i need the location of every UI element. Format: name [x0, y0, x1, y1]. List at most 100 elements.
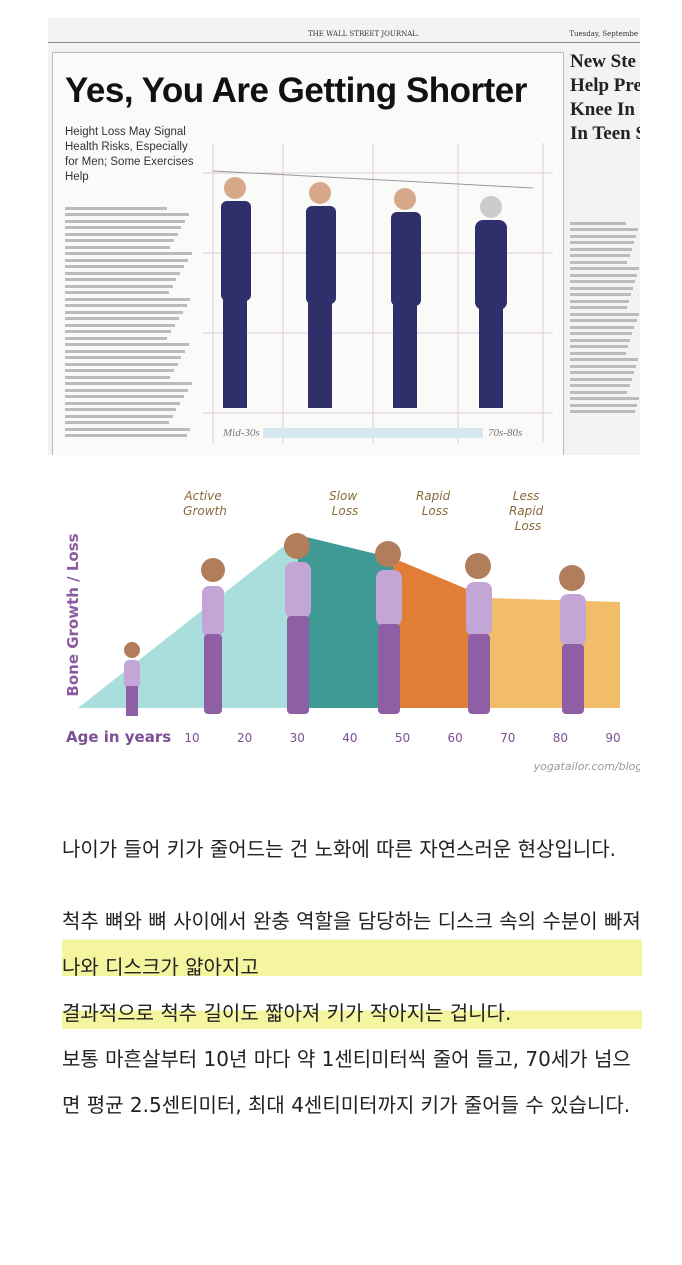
side-headline: New Ste Help Pre Knee In In Teen S [570, 50, 640, 146]
text-line [570, 280, 636, 283]
text-line [570, 390, 628, 394]
subhead: Height Loss May Signal Health Risks, Esp… [65, 126, 194, 183]
text-line [65, 258, 188, 262]
text-line [570, 325, 635, 329]
arrow-band [263, 428, 483, 438]
masthead-bar: THE WALL STREET JOURNAL. Tuesday, Septem… [48, 28, 640, 43]
text-line [570, 345, 629, 348]
text-line [65, 349, 186, 353]
text-line [65, 356, 182, 359]
side-headline-line: Knee In [570, 99, 635, 120]
less-rapid-loss-area [488, 598, 620, 708]
text-line [65, 434, 187, 437]
text-line [65, 421, 169, 424]
newspaper-image: THE WALL STREET JOURNAL. Tuesday, Septem… [48, 18, 640, 455]
text-line [570, 410, 636, 413]
text-line [65, 317, 179, 320]
credit: yogatailor.com/blog [533, 760, 640, 773]
text-line [570, 351, 626, 355]
people [124, 533, 586, 716]
text-line [570, 319, 637, 322]
highlighted-text: 결과적으로 척추 길이도 짧아져 키가 작아지는 겁니다. [62, 990, 642, 1036]
highlighted-text: 척추 뼈와 뼈 사이에서 완충 역할을 담당하는 디스크 속의 수분이 빠져 나… [62, 898, 642, 990]
text-line [65, 239, 174, 242]
text-line [570, 332, 633, 335]
paragraph: 나이가 들어 키가 줄어드는 건 노화에 따른 자연스러운 현상입니다. [62, 837, 617, 861]
text-line [65, 388, 188, 392]
text-line [570, 358, 638, 361]
text-line [65, 408, 177, 411]
figure-label: 70s-80s [488, 427, 522, 439]
text-line [570, 397, 640, 400]
text-line [570, 384, 630, 387]
text-line [570, 241, 634, 244]
text-line [570, 260, 628, 264]
paragraph: 척추 뼈와 뼈 사이에서 완충 역할을 담당하는 디스크 속의 수분이 빠져 나… [62, 898, 642, 1128]
figure: Mid-30s 70s-80s [203, 143, 553, 443]
phase-label: Slow Loss [329, 489, 361, 518]
text-line [65, 395, 185, 398]
text-line [570, 364, 636, 368]
side-text-column [570, 218, 640, 417]
text-line [65, 245, 170, 249]
text-line [65, 330, 172, 333]
text-line [65, 206, 168, 210]
article-text: 나이가 들어 키가 줄어드는 건 노화에 따른 자연스러운 현상입니다. 척추 … [62, 826, 642, 1154]
text-line [570, 299, 629, 303]
y-axis-label: Bone Growth / Loss [64, 533, 82, 696]
active-growth-area [78, 535, 298, 708]
bone-illustration: Bone Growth / Loss Age in years yogatail… [64, 489, 640, 773]
side-headline-line: Help Pre [570, 75, 640, 96]
text-line [570, 254, 630, 257]
figure-label: Mid-30s [222, 427, 260, 439]
text-line [65, 427, 191, 431]
text-line [570, 228, 638, 231]
text-line [570, 247, 632, 251]
text-line [65, 213, 190, 216]
text-line [65, 271, 181, 275]
text-line [65, 265, 185, 268]
grid [203, 143, 553, 443]
age-tick-label: 40 [342, 731, 357, 745]
text-line [570, 293, 631, 296]
text-line [65, 401, 181, 405]
x-axis-label: Age in years [66, 728, 171, 746]
masthead: THE WALL STREET JOURNAL. [308, 30, 420, 38]
text-line [570, 312, 639, 316]
article-box: Yes, You Are Getting Shorter Height Loss… [52, 52, 564, 455]
slow-loss-area [298, 535, 393, 708]
side-headline-line: New Ste [570, 51, 636, 72]
text-line [65, 219, 186, 223]
text-line [65, 226, 182, 229]
text-line [65, 284, 173, 288]
phase-label: Less Rapid Loss [509, 489, 547, 533]
age-tick-label: 60 [447, 731, 462, 745]
age-tick-label: 70 [500, 731, 515, 745]
text-line [65, 375, 170, 379]
phase-label: Rapid Loss [416, 489, 454, 518]
text-line [65, 382, 192, 385]
text-line [570, 267, 640, 270]
text-line [570, 273, 638, 277]
phase-labels: Active Growth Slow Loss Rapid Loss Less Rap… [183, 489, 547, 533]
text-line [65, 414, 173, 418]
rapid-loss-area [393, 558, 488, 708]
text-line [65, 297, 191, 301]
text-line [570, 377, 632, 381]
age-tick-label: 20 [237, 731, 252, 745]
figures [221, 177, 507, 408]
phase-label: Active Growth [183, 489, 227, 518]
age-tick-label: 80 [553, 731, 568, 745]
text-line [570, 403, 638, 407]
text-line [65, 232, 178, 236]
text-line [65, 278, 177, 281]
side-headline-line: In Teen S [570, 123, 640, 144]
text-line [570, 338, 631, 342]
age-tick-label: 50 [395, 731, 410, 745]
text-line [65, 362, 178, 366]
text-line [65, 323, 176, 327]
text-line [65, 369, 174, 372]
guide-line [212, 170, 534, 189]
age-tick-label: 90 [605, 731, 620, 745]
